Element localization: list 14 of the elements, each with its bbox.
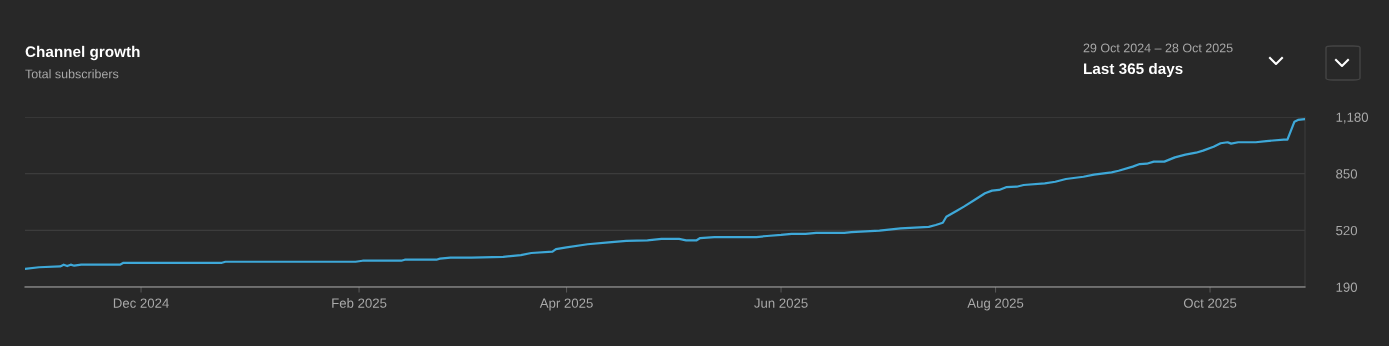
x-tick-label: Dec 2024: [113, 298, 169, 308]
y-tick-label: 520: [1336, 225, 1358, 236]
y-tick-label: 850: [1336, 169, 1358, 179]
x-tick-label: Jun 2025: [754, 298, 808, 308]
y-tick-label: 190: [1336, 282, 1358, 292]
x-tick-label: Aug 2025: [967, 298, 1024, 311]
x-tick-label: Feb 2025: [332, 298, 387, 308]
x-tick-label: Oct 2025: [1183, 298, 1237, 308]
chart-subtitle: Total subscribers: [25, 69, 119, 79]
text: Last 365 days: [1084, 62, 1183, 78]
x-tick-label: Apr 2025: [539, 298, 593, 311]
chart-title: Channel growth: [25, 45, 140, 61]
text: 29 Oct 2024 – 28 Oct 2025: [1083, 43, 1233, 53]
y-tick-label: 1,180: [1336, 112, 1369, 124]
